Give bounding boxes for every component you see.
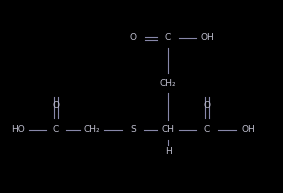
Text: OH: OH: [241, 125, 255, 135]
Text: S: S: [130, 125, 136, 135]
Text: HO: HO: [11, 125, 25, 135]
Text: C: C: [53, 125, 59, 135]
Text: CH₂: CH₂: [160, 79, 176, 87]
Text: CH: CH: [162, 125, 175, 135]
Text: O: O: [203, 101, 211, 109]
Text: CH₂: CH₂: [84, 125, 100, 135]
Text: C: C: [165, 34, 171, 42]
Text: O: O: [53, 101, 59, 109]
Text: H: H: [165, 146, 171, 156]
Text: OH: OH: [200, 34, 214, 42]
Text: O: O: [130, 34, 136, 42]
Text: C: C: [204, 125, 210, 135]
